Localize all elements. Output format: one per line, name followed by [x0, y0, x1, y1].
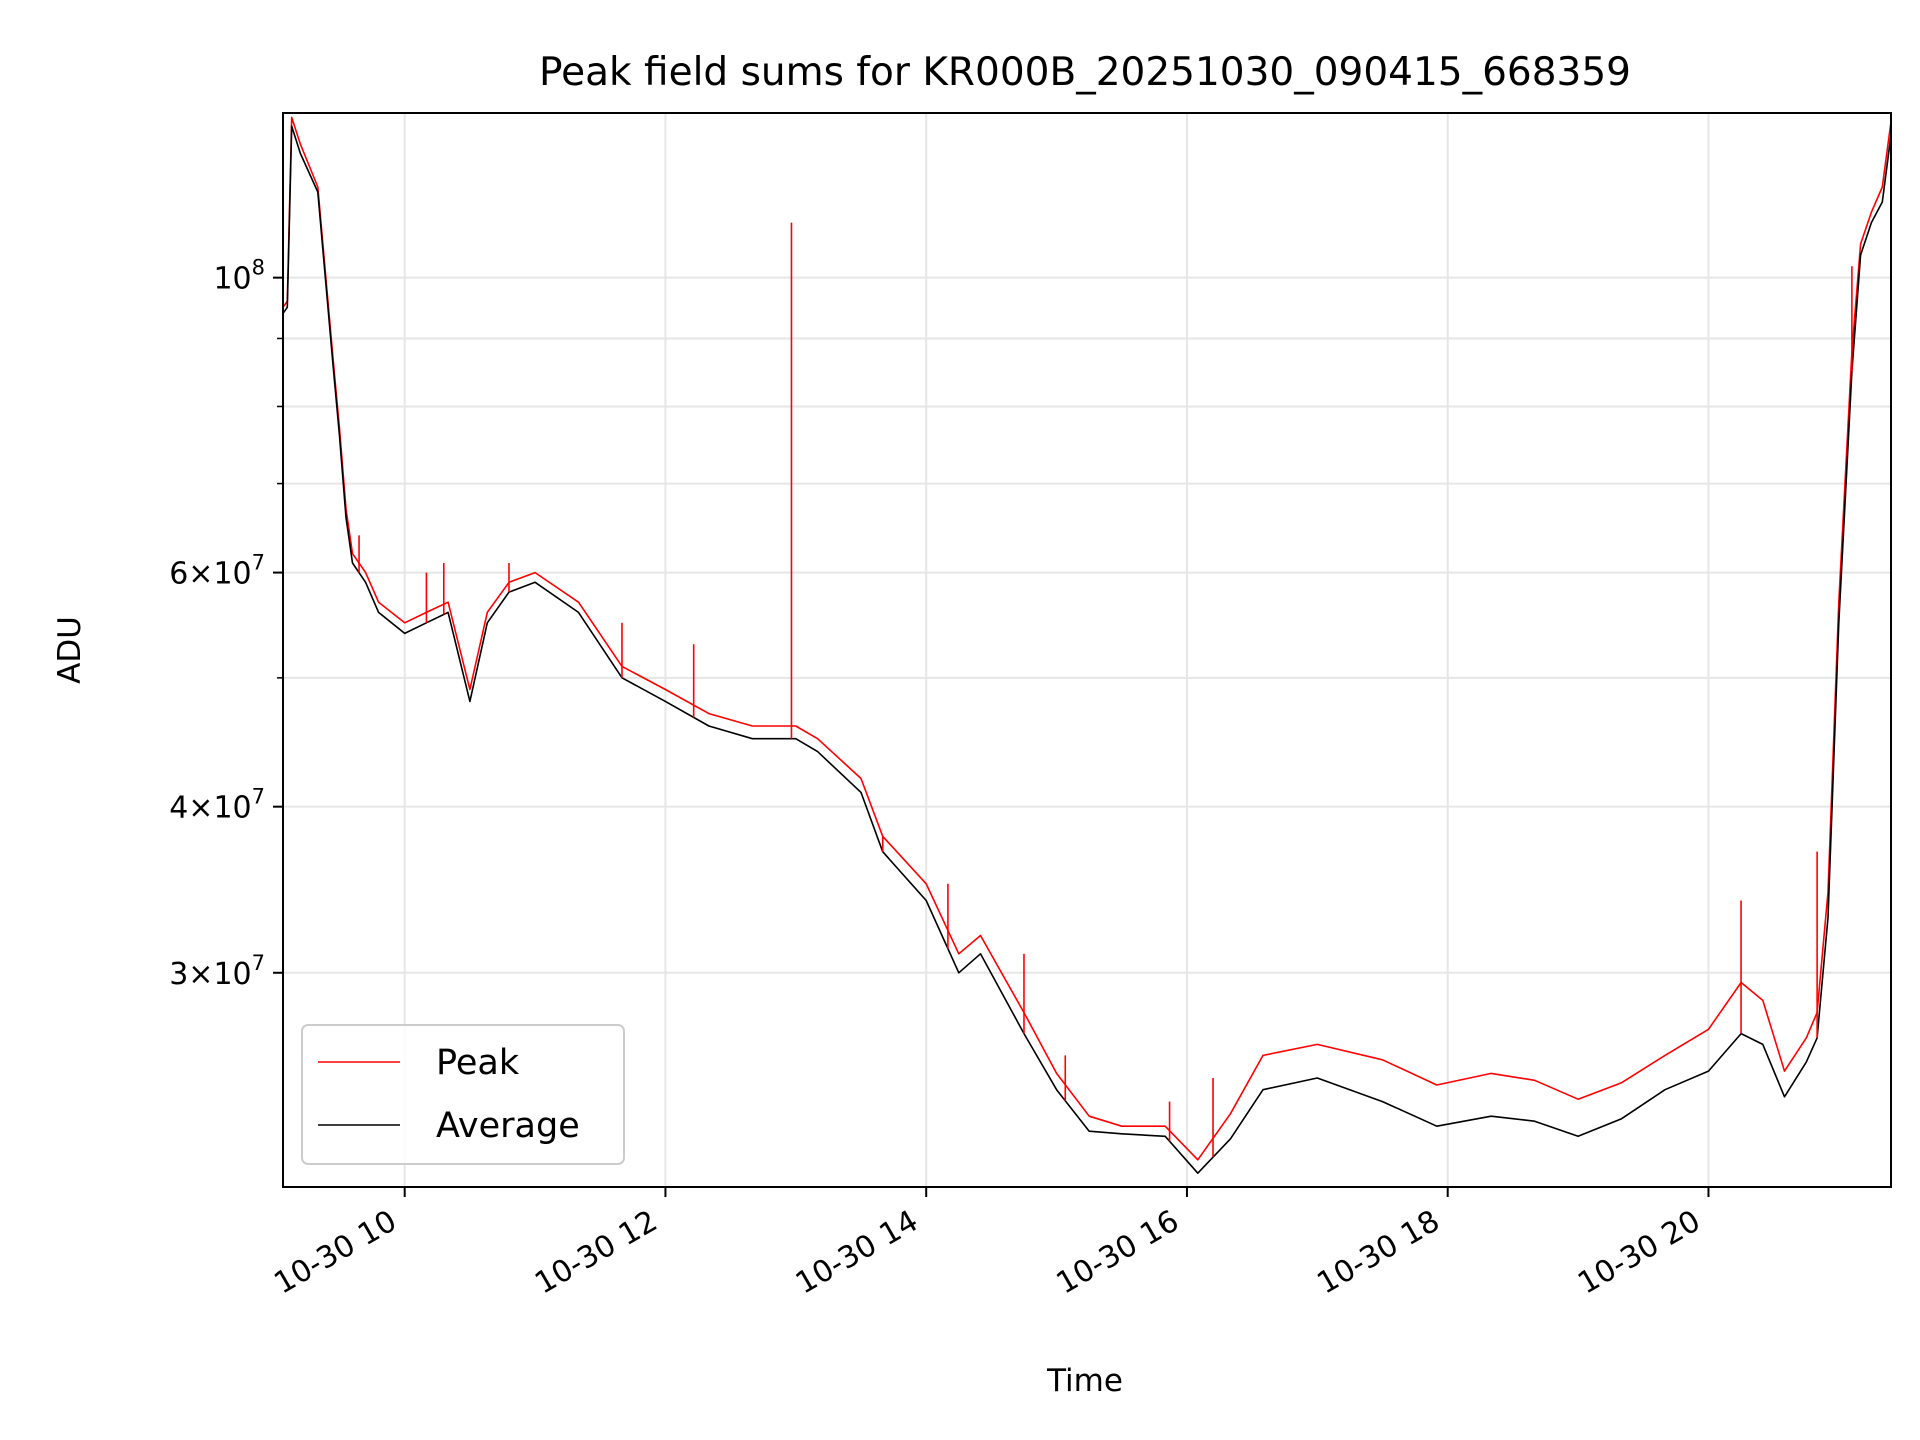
plot-background — [283, 113, 1891, 1187]
x-tick-label: 10-30 14 — [790, 1204, 924, 1302]
x-tick-label: 10-30 20 — [1572, 1204, 1706, 1302]
x-tick-label: 10-30 16 — [1051, 1204, 1185, 1302]
grid-x — [403, 113, 1710, 1187]
x-axis-ticks: 10-30 10 10-30 12 10-30 14 10-30 16 10-30 18… — [268, 1187, 1710, 1302]
chart-title: Peak field sums for KR000B_20251030_0904… — [539, 50, 1631, 95]
series-line-average — [282, 125, 1892, 1174]
legend-label-peak: Peak — [436, 1043, 520, 1083]
plot-area — [282, 112, 1892, 1188]
x-tick-label: 10-30 12 — [529, 1204, 663, 1302]
legend-box — [301, 1024, 625, 1165]
y-tick-label: 4×107 — [169, 785, 265, 826]
y-axis-label: ADU — [52, 616, 88, 684]
y-tick-label: 6×107 — [169, 551, 265, 592]
grid-y — [283, 276, 1891, 974]
legend-label-average: Average — [436, 1106, 580, 1146]
series-line-peak — [282, 116, 1892, 1161]
y-tick-label: 3×107 — [169, 951, 265, 992]
legend: Peak Average — [301, 1024, 625, 1165]
plot-frame — [282, 112, 1892, 1188]
x-tick-label: 10-30 10 — [268, 1204, 402, 1302]
series-group — [282, 116, 1892, 1174]
y-tick-label: 108 — [213, 256, 265, 297]
y-axis-ticks: 108 6×107 4×107 3×107 — [169, 256, 283, 992]
x-axis-label: Time — [1046, 1363, 1123, 1399]
x-tick-label: 10-30 18 — [1311, 1204, 1445, 1302]
